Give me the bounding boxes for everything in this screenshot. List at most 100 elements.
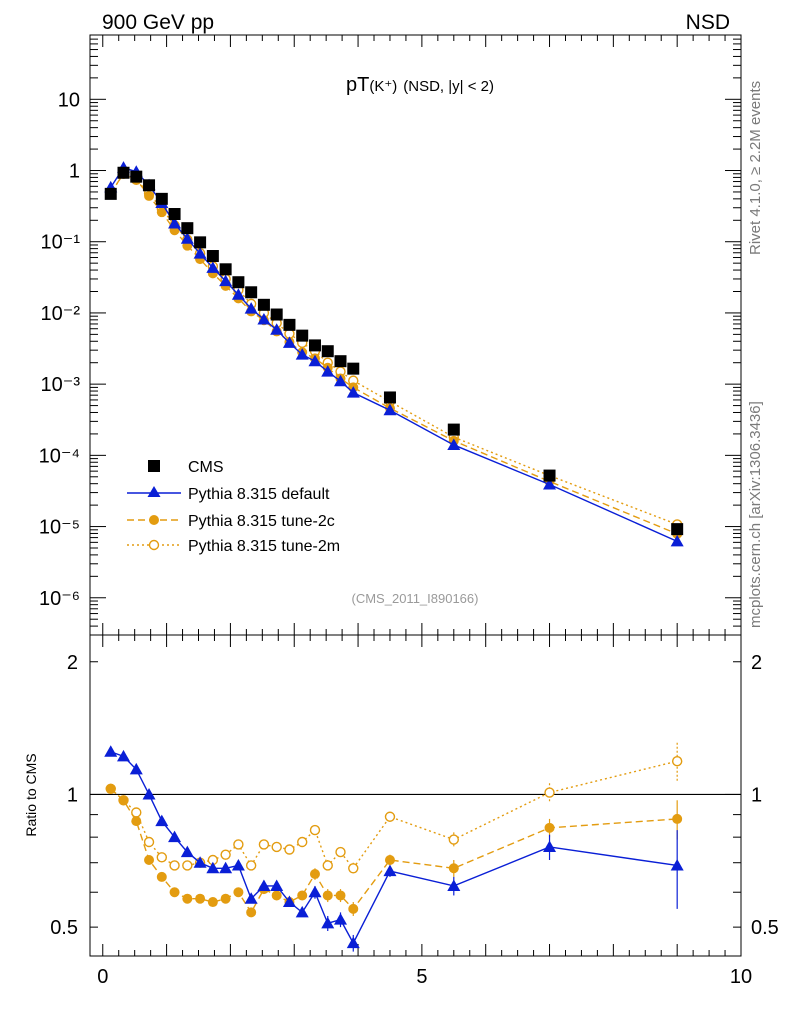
main-series-line (110, 172, 678, 526)
ratio-open-circle-point (284, 844, 295, 855)
main-square-point (296, 329, 309, 342)
ratio-triangle-point (270, 879, 284, 891)
main-triangle-point (447, 438, 461, 450)
x-tick-label: 10 (730, 966, 752, 988)
legend-entry-tune-2c: Pythia 8.315 tune-2c (127, 513, 335, 530)
ratio-y-tick-label-left: 1 (67, 784, 78, 806)
mcplots-reference-label: mcplots.cern.ch [arXiv:1306.3436] (747, 401, 764, 628)
ratio-plot-frame (89, 634, 742, 957)
main-square-point (308, 339, 321, 352)
ratio-open-circle-point (335, 846, 346, 858)
ratio-triangle-point (257, 879, 271, 891)
ratio-triangle-point (231, 858, 245, 871)
plot-title: pT(K⁺) (NSD, |y| < 2) (346, 74, 494, 96)
main-square-point (194, 236, 207, 249)
ratio-series-pythia-8-315-default (104, 745, 684, 952)
x-tick-label: 5 (416, 966, 427, 988)
ratio-y-tick-labels: 2 2 1 1 0.5 0.5 (50, 652, 779, 939)
ratio-triangle-point (168, 830, 182, 843)
main-triangle-point (219, 274, 233, 287)
main-square-point (321, 345, 334, 358)
ratio-triangle-point (447, 879, 461, 891)
ratio-series-group (104, 742, 684, 952)
main-triangle-point (257, 312, 271, 325)
main-triangle-point (334, 374, 348, 387)
ratio-circle-point (220, 893, 231, 904)
ratio-open-circle-point (271, 841, 282, 853)
ratio-open-circle-point (143, 836, 155, 848)
main-square-point (168, 208, 181, 221)
ratio-triangle-point (383, 864, 397, 877)
ratio-circle-point (297, 890, 308, 901)
ratio-open-circle-point (671, 755, 683, 767)
ratio-circle-point (335, 890, 346, 901)
ratio-open-circle-point (322, 860, 333, 871)
ratio-axis-ticks (90, 635, 742, 956)
ratio-circle-point (105, 783, 116, 794)
main-y-tick-label: 10 (58, 89, 80, 111)
main-triangle-point (231, 288, 245, 300)
ratio-open-circle-point (309, 824, 321, 836)
ratio-triangle-point (282, 895, 296, 908)
main-y-tick-label: 1 (69, 161, 80, 183)
ratio-open-circle-point (182, 860, 193, 871)
legend: CMS Pythia 8.315 default Pythia 8.315 tu… (127, 459, 340, 555)
ratio-open-circle-point (348, 863, 359, 874)
main-square-point (143, 179, 156, 192)
main-triangle-point (346, 386, 360, 398)
ratio-triangle-point (117, 749, 131, 762)
ratio-circle-point (544, 822, 555, 833)
main-series-line (110, 172, 678, 535)
main-square-point (543, 469, 556, 482)
ratio-plot-panel: 2 2 1 1 0.5 0.5 0 5 10 Ratio to CMS (23, 634, 779, 988)
legend-entry-cms: CMS (148, 459, 224, 476)
main-y-tick-label: 10⁻¹ (41, 232, 81, 254)
ratio-open-circle-point (169, 860, 180, 871)
analysis-watermark: (CMS_2011_I890166) (352, 591, 479, 606)
main-y-tick-label: 10⁻² (41, 303, 81, 325)
ratio-y-tick-label-right: 1 (751, 784, 762, 806)
main-square-point (270, 308, 283, 321)
x-tick-label: 0 (97, 966, 108, 988)
ratio-triangle-point (346, 936, 360, 949)
main-series-group (104, 161, 684, 547)
ratio-triangle-point (295, 905, 309, 918)
legend-cms-marker (148, 460, 160, 472)
main-triangle-point (168, 217, 182, 229)
main-y-tick-label: 10⁻³ (41, 374, 81, 396)
ratio-triangle-point (321, 916, 335, 929)
main-square-point (219, 263, 232, 276)
main-triangle-point (321, 365, 335, 377)
ratio-circle-point (144, 855, 155, 866)
ratio-y-axis-label: Ratio to CMS (23, 753, 39, 836)
ratio-open-circle-point (384, 811, 396, 822)
ratio-series-line (110, 760, 678, 870)
ratio-triangle-point (244, 892, 258, 904)
ratio-circle-point (348, 903, 359, 914)
main-triangle-point (543, 477, 557, 490)
ratio-triangle-point (334, 913, 348, 925)
ratio-circle-point (448, 863, 459, 874)
ratio-circle-point (672, 813, 683, 824)
main-square-point (257, 298, 270, 311)
main-circle-point (144, 190, 155, 201)
ratio-open-circle-point (233, 839, 244, 850)
ratio-y-tick-label-left: 0.5 (50, 917, 78, 939)
main-triangle-point (282, 336, 296, 348)
ratio-circle-point (156, 871, 167, 882)
main-square-point (104, 187, 117, 200)
legend-tune-2c-marker (149, 515, 159, 525)
ratio-triangle-point (142, 787, 156, 800)
ratio-circle-point (118, 795, 129, 806)
main-triangle-point (308, 354, 322, 367)
ratio-circle-point (233, 887, 244, 898)
ratio-y-tick-label-right: 0.5 (751, 917, 779, 939)
legend-cms-label: CMS (188, 459, 224, 476)
main-y-tick-label: 10⁻⁵ (39, 517, 80, 539)
ratio-triangle-point (206, 861, 220, 874)
ratio-triangle-point (104, 745, 118, 757)
ratio-triangle-point (129, 762, 143, 775)
ratio-open-circle-point (448, 834, 459, 845)
ratio-open-circle-point (258, 839, 270, 850)
